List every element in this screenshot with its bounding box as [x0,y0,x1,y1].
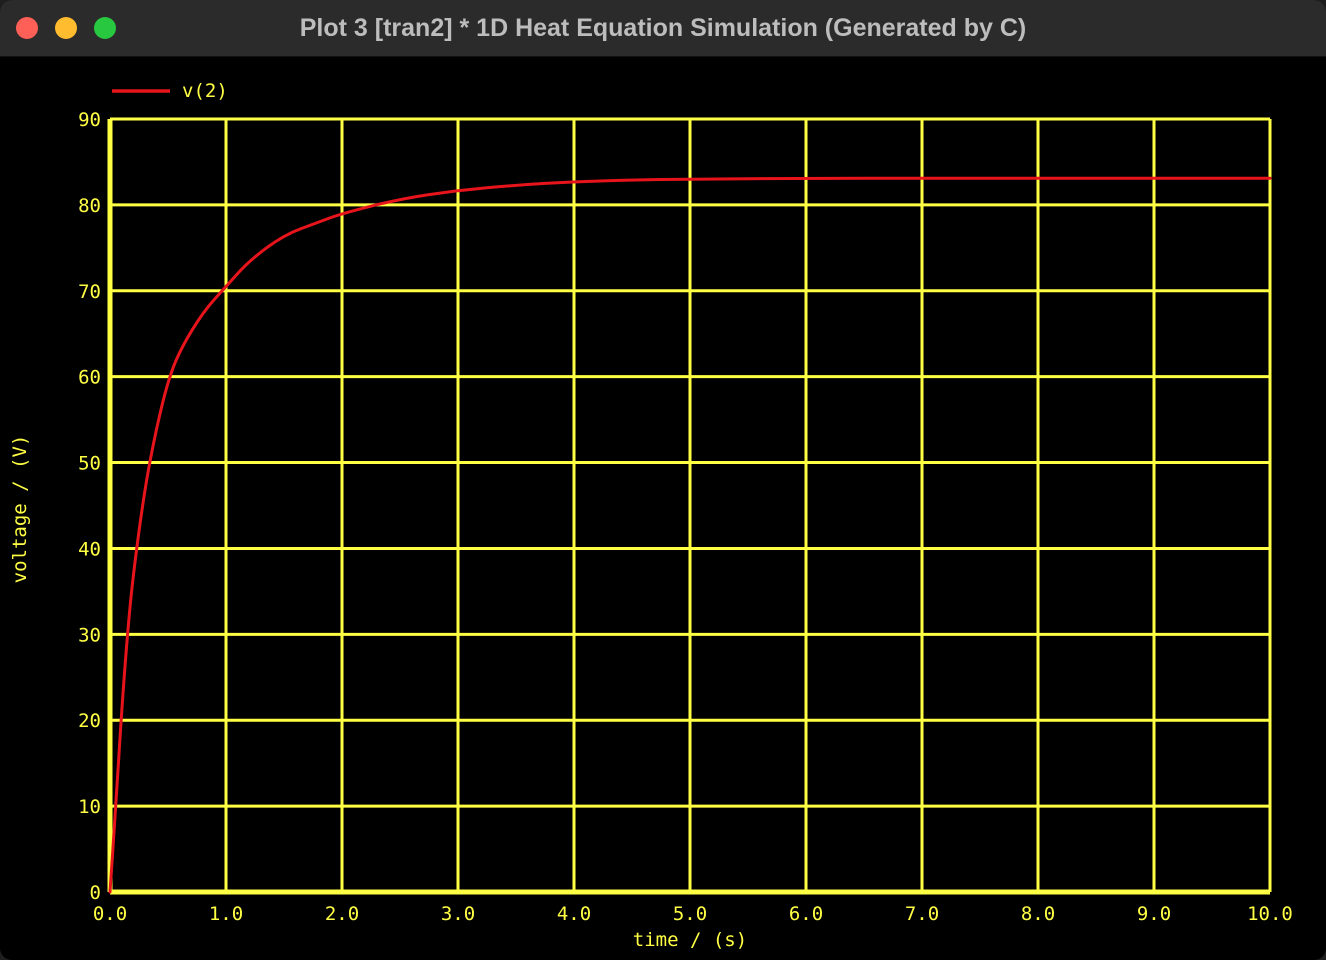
legend-label: v(2) [182,80,228,102]
plot-area: 0.0 1.0 2.0 3.0 4.0 5.0 6.0 7.0 8.0 9.0 10.0 0 10 20 3… [0,57,1326,960]
y-axis-label: voltage / (V) [9,435,31,584]
y-tick-label: 70 [78,281,101,303]
y-tick-label: 60 [78,367,101,389]
x-tick-label: 2.0 [325,903,359,925]
y-tick-label: 80 [78,195,101,217]
x-tick-label: 8.0 [1021,903,1055,925]
tick-labels: 0.0 1.0 2.0 3.0 4.0 5.0 6.0 7.0 8.0 9.0 10.0 0 10 20 3… [78,109,1293,925]
x-axis-label: time / (s) [633,929,747,951]
window-title: Plot 3 [tran2] * 1D Heat Equation Simula… [299,14,1027,42]
series-line-v(2) [108,176,1272,894]
y-tick-label: 30 [78,624,101,646]
line-chart: 0.0 1.0 2.0 3.0 4.0 5.0 6.0 7.0 8.0 9.0 10.0 0 10 20 3… [9,80,1293,951]
x-tick-label: 10.0 [1247,903,1293,925]
maximize-button[interactable] [94,17,116,39]
x-tick-label: 0.0 [93,903,127,925]
x-tick-label: 6.0 [789,903,823,925]
x-tick-label: 3.0 [441,903,475,925]
y-tick-label: 50 [78,453,101,475]
y-tick-label: 10 [78,796,101,818]
x-tick-label: 7.0 [905,903,939,925]
y-tick-label: 90 [78,109,101,131]
series-layer [108,176,1272,894]
x-tick-label: 4.0 [557,903,591,925]
y-tick-label: 40 [78,538,101,560]
x-tick-label: 9.0 [1137,903,1171,925]
close-button[interactable] [16,17,38,39]
y-tick-label: 0 [90,882,101,904]
x-tick-label: 5.0 [673,903,707,925]
x-tick-label: 1.0 [209,903,243,925]
y-tick-label: 20 [78,710,101,732]
minimize-button[interactable] [55,17,77,39]
title-bar[interactable]: Plot 3 [tran2] * 1D Heat Equation Simula… [0,0,1326,57]
grid [107,117,1272,895]
legend: v(2) [112,80,228,102]
